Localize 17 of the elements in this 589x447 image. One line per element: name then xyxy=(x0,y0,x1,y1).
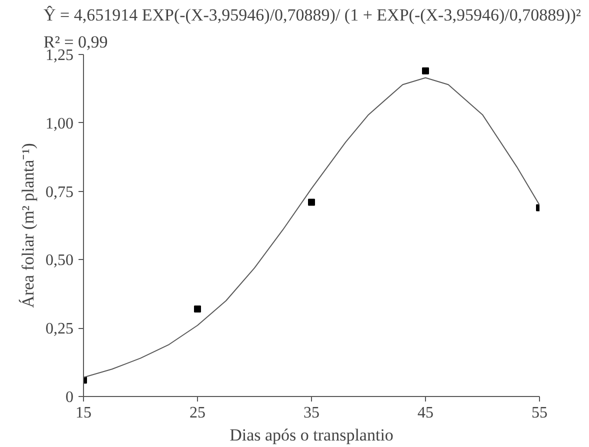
text: Ŷ = 4,651914 EXP(-(X-3,95946)/0,70889)/ (1 + EXP(-(X-3,95946)/0,70889))² xyxy=(44,6,582,24)
y-axis-title: Área foliar (m² planta⁻¹) xyxy=(18,143,38,308)
x-axis-title: Dias após o transplantio xyxy=(230,426,394,444)
y-tick-label: 1,00 xyxy=(46,115,74,132)
point xyxy=(308,198,315,206)
y-tick-label: 0,25 xyxy=(46,320,74,338)
x-tick-label: 55 xyxy=(532,404,548,422)
point xyxy=(422,67,429,74)
y-tick-label: 0,50 xyxy=(46,252,74,270)
y-tick-label: 0,75 xyxy=(46,184,74,201)
point xyxy=(194,305,201,312)
y-tick-label: 1,25 xyxy=(46,47,74,64)
x-tick-label: 25 xyxy=(190,404,206,422)
x-tick-label: 15 xyxy=(76,404,92,422)
y-tick-label: 0 xyxy=(66,389,74,406)
x-tick-label: 45 xyxy=(418,404,434,422)
x-tick-label: 35 xyxy=(304,404,320,422)
